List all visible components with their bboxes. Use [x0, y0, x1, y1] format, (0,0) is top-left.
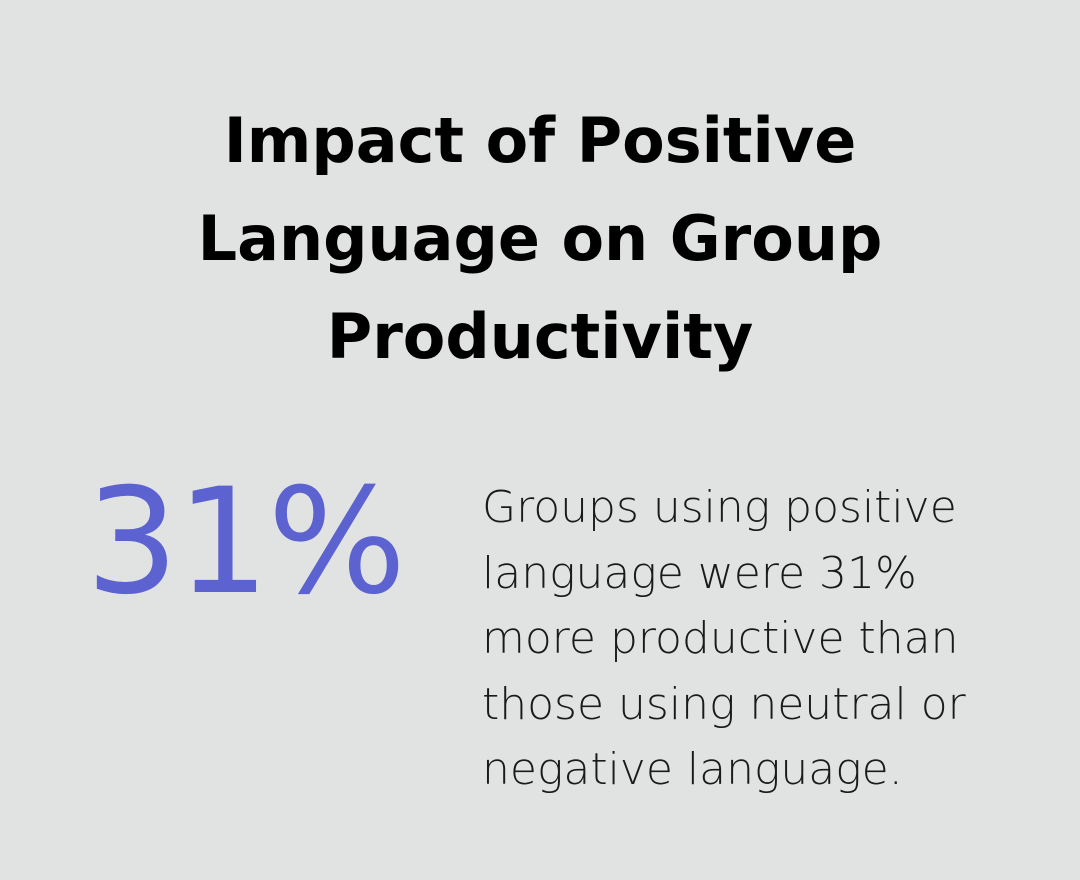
- description-line: those using neutral or: [482, 678, 966, 730]
- description-line: more productive than: [482, 613, 959, 664]
- title-line: Productivity: [326, 300, 754, 373]
- title-line: Impact of Positive: [223, 104, 857, 177]
- description-line: negative language.: [482, 744, 903, 795]
- description: Groups using positive language were 31% mo…: [482, 475, 1062, 803]
- description-line: language were 31%: [482, 547, 917, 599]
- stat-value: 31%: [85, 457, 407, 627]
- description-line: Groups using positive: [482, 482, 957, 533]
- title: Impact of Positive Language on Group Produ…: [0, 92, 1080, 386]
- title-line: Language on Group: [197, 202, 883, 275]
